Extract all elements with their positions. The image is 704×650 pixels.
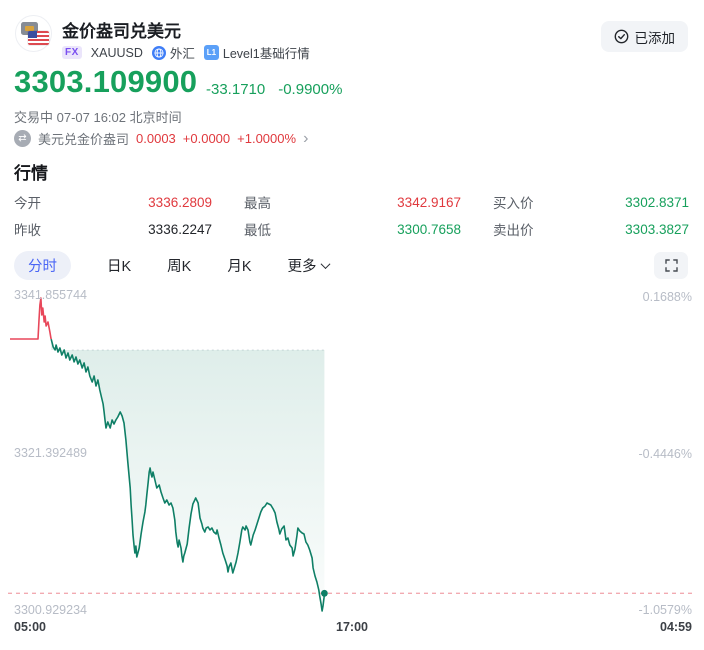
symbol-code: XAUUSD (90, 45, 143, 60)
quote-value: 3303.3827 (625, 221, 689, 237)
level-label: Level1基础行情 (222, 47, 310, 61)
check-circle-icon (614, 29, 628, 44)
y-axis-price-bottom: 3300.929234 (14, 603, 87, 617)
quote-value: 3300.7658 (397, 221, 461, 237)
quote-label: 卖出价 (493, 223, 534, 238)
instrument-avatar (15, 15, 52, 52)
quote-value: 3342.9167 (397, 194, 461, 210)
level-tag: L1 Level1基础行情 (203, 43, 310, 62)
related-pair-values: 0.0003 +0.0000 +1.0000% (136, 131, 296, 146)
related-pair-name: 美元兑金价盎司 (38, 132, 130, 147)
quote-label: 最低 (244, 223, 271, 238)
added-button[interactable]: 已添加 (600, 21, 688, 52)
quote-item: 买入价 3302.8371 (493, 193, 689, 212)
price-change: -33.1710 (206, 81, 266, 98)
x-axis-label-end: 04:59 (660, 620, 692, 634)
y-axis-pct-mid: -0.4446% (638, 447, 692, 461)
last-price: 3303.109900 (14, 64, 198, 99)
quote-section-title: 行情 (14, 164, 48, 183)
tab-分时[interactable]: 分时 (14, 251, 71, 280)
chevron-right-icon: › (303, 130, 309, 147)
related-change-pct: +1.0000% (237, 131, 297, 146)
tab-月K[interactable]: 月K (227, 259, 252, 275)
x-axis-label-start: 05:00 (14, 620, 46, 634)
tab-周K[interactable]: 周K (167, 259, 192, 275)
tag-row: FX XAUUSD 外汇 L1 Level1基础行情 (62, 43, 310, 62)
l1-badge-icon: L1 (203, 45, 219, 60)
trading-status: 交易中 07-07 16:02 北京时间 (14, 110, 182, 125)
quote-value: 3336.2247 (148, 221, 212, 237)
price-change-pct: -0.9900% (278, 81, 343, 98)
price-change-row: -33.1710 -0.9900% (206, 81, 342, 98)
fullscreen-icon (664, 259, 678, 272)
us-flag-icon (28, 31, 49, 45)
chart-tabs: 分时 日K 周K 月K 更多 (14, 251, 330, 280)
related-pair-row[interactable]: ⇄ 美元兑金价盎司 0.0003 +0.0000 +1.0000% › (14, 129, 308, 148)
y-axis-price-mid: 3321.392489 (14, 446, 87, 460)
tab-more[interactable]: 更多 (287, 255, 330, 276)
market-label: 外汇 (169, 47, 195, 61)
globe-icon (151, 45, 166, 60)
y-axis-pct-top: 0.1688% (642, 290, 692, 304)
y-axis-price-top: 3341.855744 (14, 288, 87, 302)
fx-badge: FX (62, 46, 82, 59)
quote-item: 昨收 3336.2247 (14, 220, 212, 239)
page-title: 金价盎司兑美元 (62, 22, 181, 41)
x-axis-label-mid: 17:00 (336, 620, 368, 634)
tab-日K[interactable]: 日K (107, 259, 132, 275)
chevron-down-icon (320, 259, 330, 270)
quote-item: 最高 3342.9167 (244, 193, 461, 212)
related-change: +0.0000 (182, 131, 231, 146)
quote-label: 今开 (14, 196, 41, 211)
fullscreen-button[interactable] (654, 252, 688, 279)
y-axis-pct-bottom: -1.0579% (638, 603, 692, 617)
related-price: 0.0003 (136, 131, 176, 146)
quote-label: 昨收 (14, 223, 41, 238)
market-tag: 外汇 (151, 43, 195, 62)
quote-item: 卖出价 3303.3827 (493, 220, 689, 239)
quote-value: 3336.2809 (148, 194, 212, 210)
quote-value: 3302.8371 (625, 194, 689, 210)
quote-label: 最高 (244, 196, 271, 211)
intraday-chart[interactable] (0, 283, 704, 631)
quote-grid: 今开 3336.2809 最高 3342.9167 买入价 3302.8371 昨收 3336… (14, 193, 690, 239)
quote-item: 最低 3300.7658 (244, 220, 461, 239)
added-button-label: 已添加 (634, 30, 676, 46)
quote-item: 今开 3336.2809 (14, 193, 212, 212)
swap-icon: ⇄ (14, 130, 31, 147)
quote-label: 买入价 (493, 196, 534, 211)
tab-more-label: 更多 (287, 259, 317, 275)
